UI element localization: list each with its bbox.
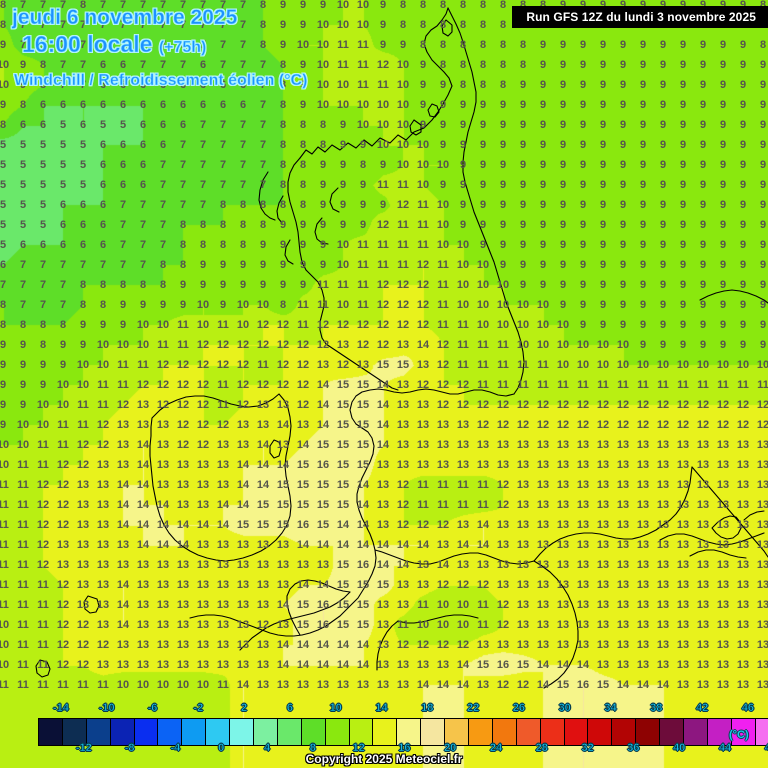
color-scale-swatch [133,719,158,745]
parameter-label: Windchill / Refroidissement éolien (°C) [14,72,308,90]
forecast-time-label: 16:00 locale (+75h) [22,31,207,58]
color-scale-tick-bottom: 0 [218,742,225,755]
color-scale-tick-top: -6 [147,702,158,715]
color-scale-swatch [491,719,516,745]
color-scale-tick-top: 30 [558,702,571,715]
color-scale-tick-bottom: -4 [170,742,181,755]
color-scale-swatch [396,719,421,745]
color-scale-swatch [659,719,684,745]
color-scale-swatch [563,719,588,745]
color-scale-swatch [157,719,182,745]
color-scale-tick-bottom: 12 [352,742,365,755]
color-scale-tick-bottom: 8 [309,742,316,755]
color-scale-tick-top: 34 [604,702,617,715]
color-scale-tick-bottom: 44 [718,742,732,755]
forecast-time-text: 16:00 locale [22,31,153,58]
color-scale-swatch [205,719,230,745]
color-scale-tick-top: -10 [98,702,115,715]
color-scale-tick-top: 22 [466,702,480,715]
color-scale-tick-bottom: -12 [75,742,92,755]
color-scale-swatch [229,719,254,745]
color-scale-swatch [635,719,660,745]
color-scale-swatch [754,719,768,745]
color-scale-tick-top: 14 [375,702,388,715]
color-scale-swatch [611,719,636,745]
color-scale-tick-bottom: 24 [489,742,503,755]
color-scale-tick-top: -2 [193,702,204,715]
unit-label: (°C) [729,729,749,741]
color-scale-tick-top: 38 [650,702,663,715]
color-scale-swatch [276,719,301,745]
color-scale-tick-bottom: 32 [581,742,594,755]
forecast-offset-text: (+75h) [158,39,207,57]
color-scale-swatch [730,719,755,745]
color-scale-swatch [61,719,86,745]
color-scale-tick-top: 6 [286,702,294,715]
color-scale-swatch [539,719,564,745]
color-scale-swatch [706,719,731,745]
color-scale-swatch [683,719,707,745]
color-scale-tick-bottom: 36 [627,742,640,755]
color-scale-tick-top: -14 [52,702,69,715]
color-scale-swatch [85,719,110,745]
color-scale-tick-bottom: 16 [398,742,411,755]
color-scale-tick-bottom: -8 [124,742,135,755]
color-scale-tick-top: 10 [329,702,342,715]
color-scale-swatch [324,719,349,745]
copyright-notice: Copyright 2025 Meteociel.fr [305,752,463,766]
color-scale-tick-bottom: 28 [535,742,548,755]
color-scale-swatch [515,719,540,745]
model-run-banner: Run GFS 12Z du lundi 3 novembre 2025 [512,6,768,28]
color-scale-swatch [348,719,373,745]
color-scale-tick-top: 2 [241,702,248,715]
color-scale-tick-bottom: 40 [673,742,686,755]
color-scale-swatch [587,719,612,745]
color-scale-tick-top: 26 [512,702,526,715]
color-scale-swatch [468,719,492,745]
color-scale-swatch [39,719,62,745]
color-scale-tick-top: 46 [741,702,755,715]
forecast-date-label: jeudi 6 novembre 2025 [12,6,238,30]
color-scale-tick-bottom: 4 [263,742,271,755]
color-scale-swatch [444,719,469,745]
color-scale-tick-bottom: 20 [444,742,457,755]
color-scale-swatch [181,719,206,745]
color-scale-swatch [253,719,277,745]
color-scale-swatch [300,719,325,745]
color-scale-tick-top: 42 [695,702,709,715]
color-scale-tick-bottom: 48 [764,742,768,755]
color-scale-swatch [372,719,397,745]
color-scale-bar [38,718,768,746]
color-scale-swatch [109,719,134,745]
color-scale-tick-top: 18 [421,702,434,715]
color-scale-swatch [420,719,445,745]
color-scale: (°C) -14-10-6-2261014182226303438424650-… [0,700,768,768]
